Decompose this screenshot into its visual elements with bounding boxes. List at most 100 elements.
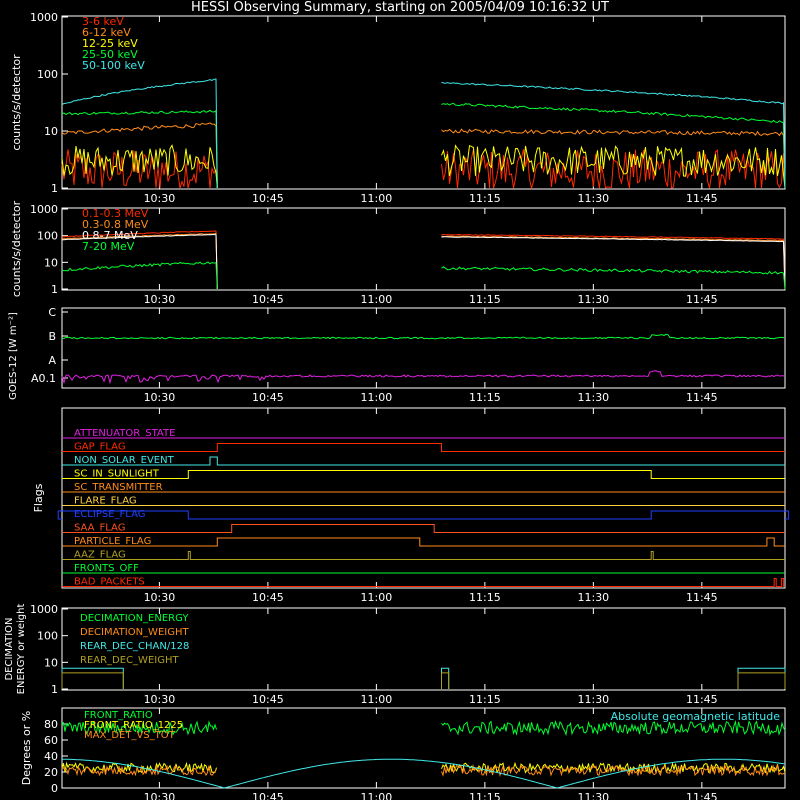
panel-ratios-xtick-label: 11:15 — [469, 791, 501, 800]
panel-decimation-ytick-label: 1 — [51, 683, 58, 696]
panel-goes-ytick-label: A — [48, 354, 56, 367]
panel-high-energy-ylabel: counts/s/detector — [10, 200, 23, 297]
legend-3-6-kev: 3-6 keV — [82, 15, 124, 28]
legend-0-3-0-8-mev: 0.3-0.8 MeV — [82, 218, 149, 231]
panel-low-energy-ytick-label: 100 — [37, 68, 58, 81]
panel-high-energy-ytick-label: 1000 — [30, 203, 58, 216]
legend-front-ratio: FRONT_RATIO — [84, 710, 153, 721]
series-25-50-kev — [61, 102, 786, 189]
panel-flags-xtick-label: 11:45 — [686, 591, 718, 604]
legend-50-100-kev: 50-100 keV — [82, 59, 145, 72]
panel-flags-frame — [61, 407, 786, 589]
flag-label-sc-transmitter: SC_TRANSMITTER — [74, 482, 163, 493]
panel-low-energy-xtick-label: 11:00 — [361, 192, 393, 205]
panel-goes-xtick-label: 11:45 — [686, 391, 718, 404]
legend-0-8-7-mev: 0.8-7 MeV — [82, 229, 138, 242]
panel-ratios-ytick-label: 60 — [44, 734, 58, 747]
flag-line-sc-in-sunlight — [62, 470, 785, 479]
panel-flags-xtick-label: 11:15 — [469, 591, 501, 604]
flag-label-particle-flag: PARTICLE_FLAG — [74, 536, 151, 547]
chart-title: HESSI Observing Summary, starting on 200… — [191, 0, 609, 15]
flag-line-non-solar-event — [62, 456, 785, 466]
legend-max-det-vs-tot: MAX_DET_VS_TOT — [84, 730, 176, 741]
panel-low-energy-xtick-label: 10:45 — [252, 192, 284, 205]
panel-low-energy-xtick-label: 10:30 — [144, 192, 176, 205]
series-12-25-kev — [61, 144, 786, 189]
panel-ratios-ytick-label: 20 — [44, 766, 58, 779]
flag-line-saa-flag — [62, 524, 785, 533]
panel-ratios-xtick-label: 10:30 — [144, 791, 176, 800]
panel-flags-ylabel: Flags — [32, 483, 45, 512]
series-goes-short — [61, 370, 785, 385]
panel-high-energy-ytick-label: 1 — [51, 283, 58, 296]
flag-label-bad-packets: BAD_PACKETS — [74, 577, 145, 588]
panel-low-energy-frame — [61, 15, 786, 190]
series-absolute-geomagnetic-latitude — [61, 758, 786, 789]
flag-line-gap-flag — [62, 443, 785, 452]
panel-high-energy-xtick-label: 11:00 — [361, 293, 393, 306]
panel-low-energy-ytick-label: 1000 — [30, 11, 58, 24]
panel-goes-ytick-label: A0.1 — [31, 372, 56, 385]
panel-high-energy-ytick-label: 10 — [44, 256, 58, 269]
panel-decimation-xtick-label: 11:00 — [361, 693, 393, 706]
panel-decimation-xtick-label: 10:45 — [252, 693, 284, 706]
panel-flags-xtick-label: 11:30 — [577, 591, 609, 604]
flag-label-flare-flag: FLARE_FLAG — [74, 496, 137, 507]
panel-decimation-xtick-label: 10:30 — [144, 693, 176, 706]
panel-high-energy-xtick-label: 11:15 — [469, 293, 501, 306]
panel-goes-xtick-label: 11:30 — [577, 391, 609, 404]
legend-7-20-mev: 7-20 MeV — [82, 240, 135, 253]
panel-ratios-ytick-label: 80 — [44, 718, 58, 731]
series-0-8-7-mev — [61, 233, 786, 290]
series-6-12-kev — [61, 122, 786, 189]
flag-line-eclipse-flag — [57, 510, 790, 520]
panel-decimation-xtick-label: 11:45 — [686, 693, 718, 706]
panel-ratios-ytick-label: 40 — [44, 750, 58, 763]
panel-high-energy-ytick-label: 100 — [37, 230, 58, 243]
panel-decimation-ytick-label: 100 — [37, 630, 58, 643]
series-0-3-0-8-mev — [61, 232, 786, 290]
legend-6-12-kev: 6-12 keV — [82, 26, 131, 39]
panel-ratios-ylabel: Degrees or % — [20, 711, 33, 785]
flag-label-saa-flag: SAA_FLAG — [74, 523, 125, 534]
panel-high-energy-xtick-label: 10:45 — [252, 293, 284, 306]
series-rear-dec-weight — [61, 672, 786, 689]
flag-line-aaz-flag — [62, 551, 785, 560]
panel-high-energy-xtick-label: 11:45 — [686, 293, 718, 306]
flag-line-bad-packets — [62, 578, 785, 587]
panel-goes-xtick-label: 11:00 — [361, 391, 393, 404]
panel-goes-ytick-label: C — [48, 306, 56, 319]
legend-rear-dec-weight: REAR_DEC_WEIGHT — [80, 655, 179, 666]
flag-label-aaz-flag: AAZ_FLAG — [74, 550, 126, 561]
panel-flags-xtick-label: 10:30 — [144, 591, 176, 604]
series-0-1-0-3-mev — [62, 230, 786, 290]
panel-goes-xtick-label: 10:45 — [252, 391, 284, 404]
panel-decimation-ylabel-2: ENERGY or weight — [16, 604, 27, 695]
panel-low-energy-xtick-label: 11:15 — [469, 192, 501, 205]
panel-goes-frame — [61, 307, 786, 389]
panel-high-energy-xtick-label: 11:30 — [577, 293, 609, 306]
panel-decimation-xtick-label: 11:15 — [469, 693, 501, 706]
series-3-6-kev — [61, 149, 786, 190]
panel-goes-xtick-label: 10:30 — [144, 391, 176, 404]
flag-line-particle-flag — [62, 537, 785, 547]
panel-goes-ylabel: GOES-12 [W m⁻²] — [8, 312, 19, 400]
legend-decimation-energy: DECIMATION_ENERGY — [80, 613, 189, 624]
panel-decimation-ytick-label: 1000 — [30, 603, 58, 616]
panel-low-energy-ytick-label: 1 — [51, 182, 58, 195]
panel-decimation-xtick-label: 11:30 — [577, 693, 609, 706]
panel-ratios-xtick-label: 11:00 — [361, 791, 393, 800]
flag-label-non-solar-event: NON_SOLAR_EVENT — [74, 455, 175, 466]
panel-ratios-frame — [61, 707, 786, 789]
panel-decimation-frame — [61, 607, 786, 691]
panel-low-energy-ylabel: counts/s/detector — [10, 54, 23, 151]
panel-goes-xtick-label: 11:15 — [469, 391, 501, 404]
series-50-100-kev — [61, 78, 786, 189]
panel-goes-ytick-label: B — [48, 330, 56, 343]
flag-label-sc-in-sunlight: SC_IN_SUNLIGHT — [74, 469, 160, 480]
panel-low-energy-xtick-label: 11:45 — [686, 192, 718, 205]
flag-label-gap-flag: GAP_FLAG — [74, 442, 126, 453]
panel-ratios-xtick-label: 11:30 — [577, 791, 609, 800]
flag-label-attenuator-state: ATTENUATOR_STATE — [74, 428, 175, 439]
